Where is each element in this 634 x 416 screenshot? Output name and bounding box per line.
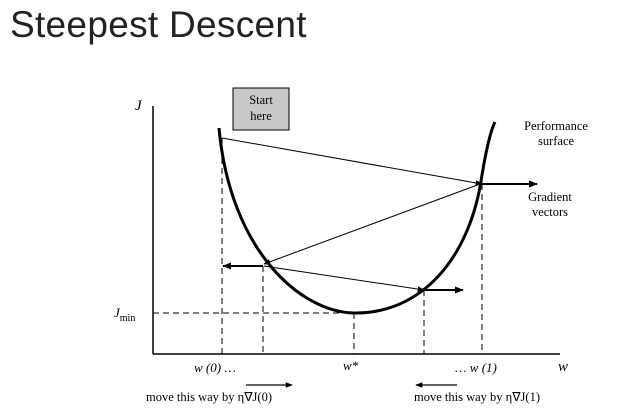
tick-wstar: w* — [343, 358, 359, 373]
performance-surface-curve — [217, 121, 497, 315]
tick-w1: … w (1) — [455, 360, 497, 375]
x-axis-label: w — [558, 359, 568, 375]
y-axis-label: J — [135, 98, 143, 114]
start-here-box: Start here — [232, 87, 290, 131]
slide-title: Steepest Descent — [10, 4, 307, 45]
caption-left: move this way by η∇J(0) — [146, 390, 272, 404]
performance-label-line1: Performance — [524, 119, 588, 133]
tick-w0: w (0) … — [194, 360, 236, 375]
gradient-label-line2: vectors — [532, 205, 568, 219]
descent-path-1 — [221, 137, 483, 186]
descent-path-2 — [263, 183, 481, 265]
descent-path-3 — [263, 265, 425, 292]
caption-right: move this way by η∇J(1) — [414, 390, 540, 404]
start-label: Start — [249, 93, 273, 107]
performance-label-line2: surface — [538, 134, 575, 148]
here-label: here — [250, 109, 272, 123]
dashed-guides — [153, 138, 483, 354]
jmin-label: Jmin — [114, 305, 135, 324]
gradient-label-line1: Gradient — [528, 190, 572, 204]
